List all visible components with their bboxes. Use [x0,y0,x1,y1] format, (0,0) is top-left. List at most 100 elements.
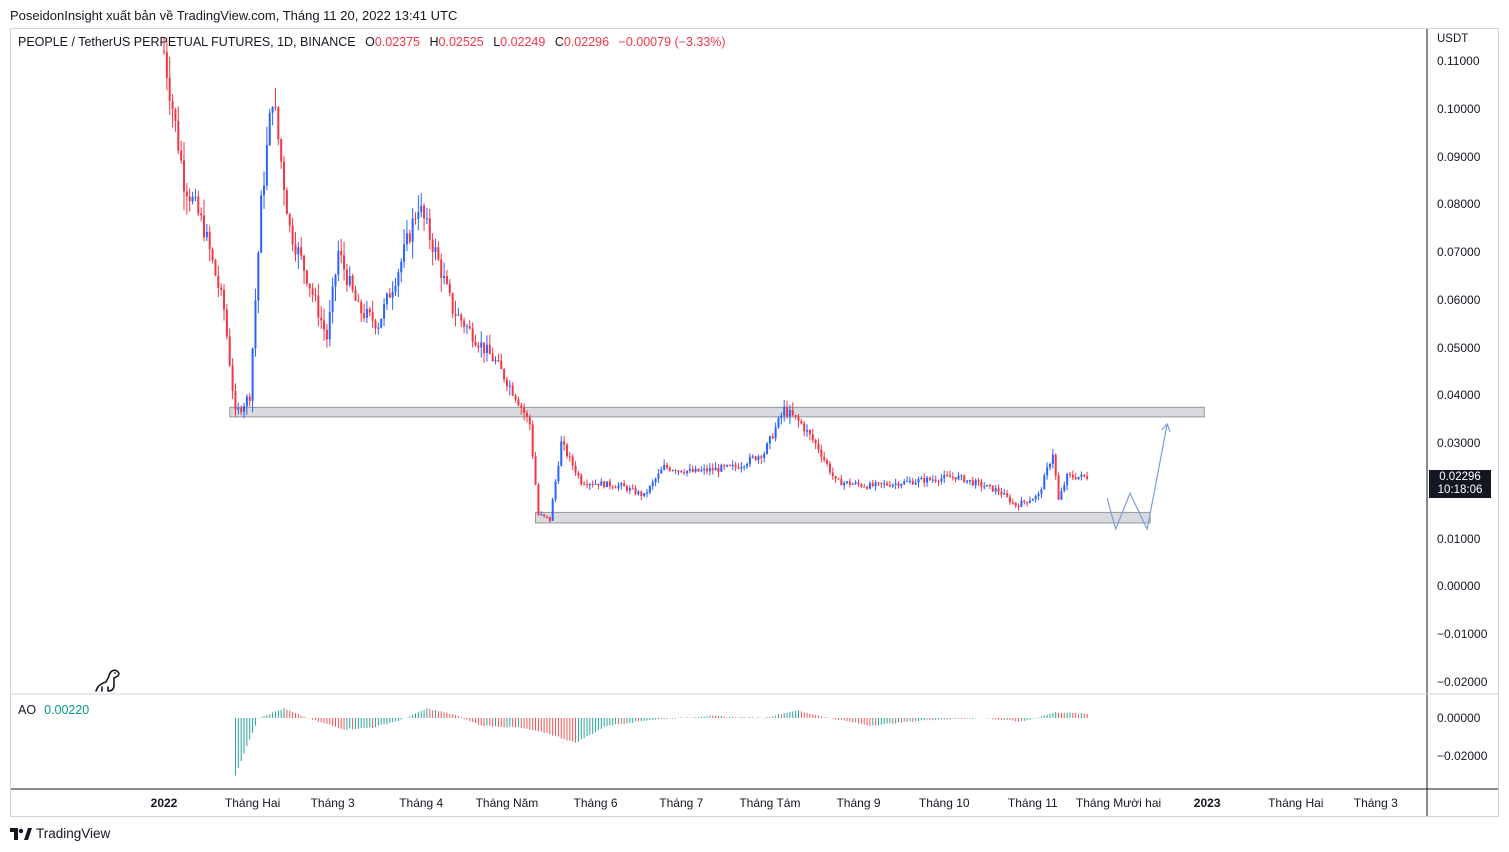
candle-body [268,112,271,146]
symbol-legend: PEOPLE / TetherUS PERPETUAL FUTURES, 1D,… [18,35,726,49]
symbol-name[interactable]: PEOPLE / TetherUS PERPETUAL FUTURES, 1D,… [18,35,356,49]
candle [688,463,691,474]
candle-body [617,485,620,488]
candle-body [323,320,326,330]
candle [463,317,466,334]
candle [560,436,563,467]
candle [588,482,591,490]
candle-body [654,478,657,483]
price-unit: USDT [1437,33,1469,45]
support-zone [535,511,1151,524]
candle [651,479,654,490]
resistance-zone [229,406,1205,418]
ao-tick-label: 0.00000 [1437,711,1481,725]
candle [380,318,383,329]
tradingview-logo-icon [10,827,32,840]
candle-body [694,468,697,472]
candle-body [1063,485,1066,491]
candle-body [880,482,883,484]
candle-body [951,477,954,479]
candle-body [174,109,177,121]
candle-body [331,286,334,312]
candle [285,187,288,215]
candle-body [357,300,360,302]
candle [928,476,931,481]
ao-label[interactable]: AO [18,703,37,717]
candle-body [966,480,969,483]
candle [1048,462,1051,471]
candle-body [997,488,1000,492]
candle [1063,481,1066,493]
candle-body [883,483,886,485]
candle-body [688,468,691,471]
candle [574,461,577,476]
price-tick-label: 0.10000 [1437,101,1481,116]
candle [937,479,940,487]
candle-body [926,477,929,483]
candle [911,477,914,486]
candle [983,482,986,490]
candle-body [320,317,323,321]
candle [331,277,334,324]
candle-body [1048,463,1051,468]
candle [894,478,897,490]
time-tick-label: Tháng 7 [659,796,704,810]
candle-body [1060,490,1063,500]
candle-body [1083,474,1086,477]
time-tick-label: Tháng 4 [399,796,444,810]
candle [1040,487,1043,499]
candle-body [623,483,626,487]
candle-body [977,480,980,482]
candle [337,240,340,281]
price-tick-label: 0.05000 [1437,340,1481,355]
candle-body [748,456,751,465]
candle-body [228,336,231,366]
candle [1054,453,1057,480]
candle-body [1028,500,1031,503]
candle-body [888,485,891,487]
candle-body [451,293,454,314]
time-tick-label: Tháng 3 [310,796,355,810]
candle-body [728,465,731,467]
candle-body [580,475,583,484]
candle [220,283,223,296]
candle [668,465,671,472]
candle-body [946,475,949,477]
high-value: 0.02525 [438,35,484,49]
candle [666,462,669,470]
candle-body [866,486,869,489]
candle-body [954,477,957,480]
candle-body [525,412,528,417]
candle-body [806,430,809,432]
candle-body [846,481,849,483]
candle-body [237,408,240,410]
candle [934,475,937,483]
candle-body [851,483,854,485]
brand-name: TradingView [36,826,111,841]
candle-body [334,274,337,287]
candle [674,468,677,475]
candle-body [703,468,706,470]
candle-body [588,483,591,486]
candle [483,342,486,363]
candle [480,331,483,358]
tradingview-brand[interactable]: TradingView [10,826,110,841]
candle [1006,489,1009,498]
candle [343,241,346,281]
candle-body [520,405,523,408]
candle-body [220,287,223,290]
candle-body [368,308,371,313]
candle-body [774,427,777,439]
candle [583,481,586,486]
time-tick-label: Tháng 10 [918,796,970,810]
candle-body [1066,473,1069,486]
candle [714,462,717,471]
candle-body [554,481,557,500]
candle [288,212,291,233]
candle-body [663,464,666,470]
candle [1017,503,1020,511]
candle [251,347,254,413]
candle-body [760,456,763,459]
candle [946,471,949,477]
